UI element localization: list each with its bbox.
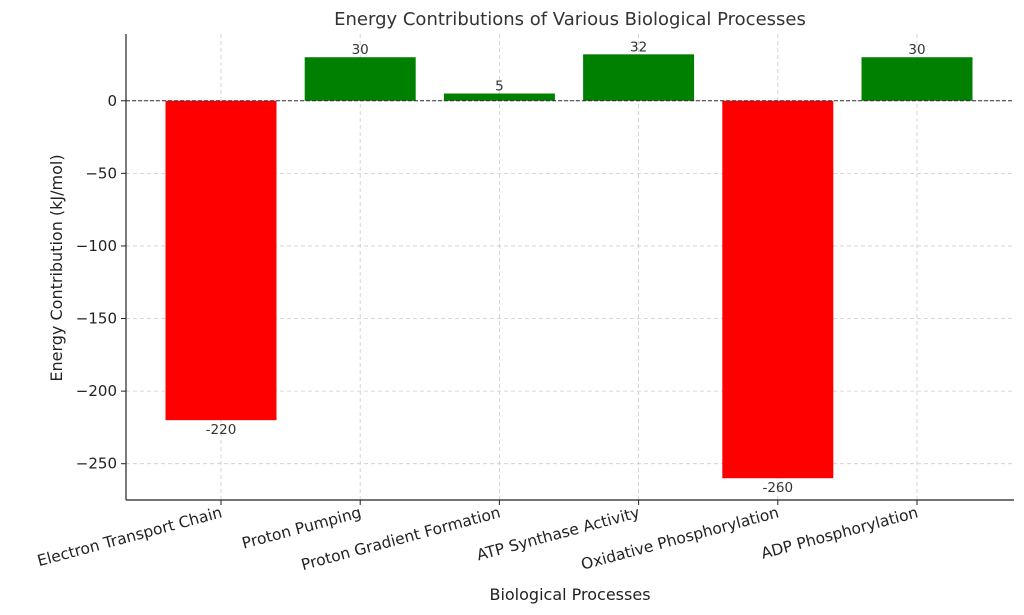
y-tick-label: −100 xyxy=(76,237,117,255)
bar xyxy=(861,57,973,101)
bar xyxy=(443,93,555,101)
data-label: 30 xyxy=(352,42,369,58)
x-tick-label: ADP Phosphorylation xyxy=(759,503,920,562)
bar xyxy=(165,100,277,421)
bar xyxy=(304,57,416,101)
chart-title: Energy Contributions of Various Biologic… xyxy=(334,9,806,30)
y-tick-label: −200 xyxy=(76,382,117,400)
y-tick-label: −50 xyxy=(85,164,117,182)
y-axis-label: Energy Contribution (kJ/mol) xyxy=(47,154,66,381)
data-label: 5 xyxy=(495,79,504,95)
data-label: -260 xyxy=(762,480,793,496)
x-tick-label: Electron Transport Chain xyxy=(35,503,224,570)
data-label: -220 xyxy=(206,422,237,438)
data-label: 30 xyxy=(908,42,925,58)
x-axis-label: Biological Processes xyxy=(489,585,650,604)
bar xyxy=(722,100,834,479)
y-tick-label: −250 xyxy=(76,455,117,473)
bar-layer xyxy=(165,54,973,479)
data-label: 32 xyxy=(630,39,647,55)
data-label-layer: -220 30 5 32 -260 30 xyxy=(206,39,926,496)
bar xyxy=(583,54,695,101)
y-tick-label: 0 xyxy=(107,92,117,110)
y-tick-label: −150 xyxy=(76,310,117,328)
